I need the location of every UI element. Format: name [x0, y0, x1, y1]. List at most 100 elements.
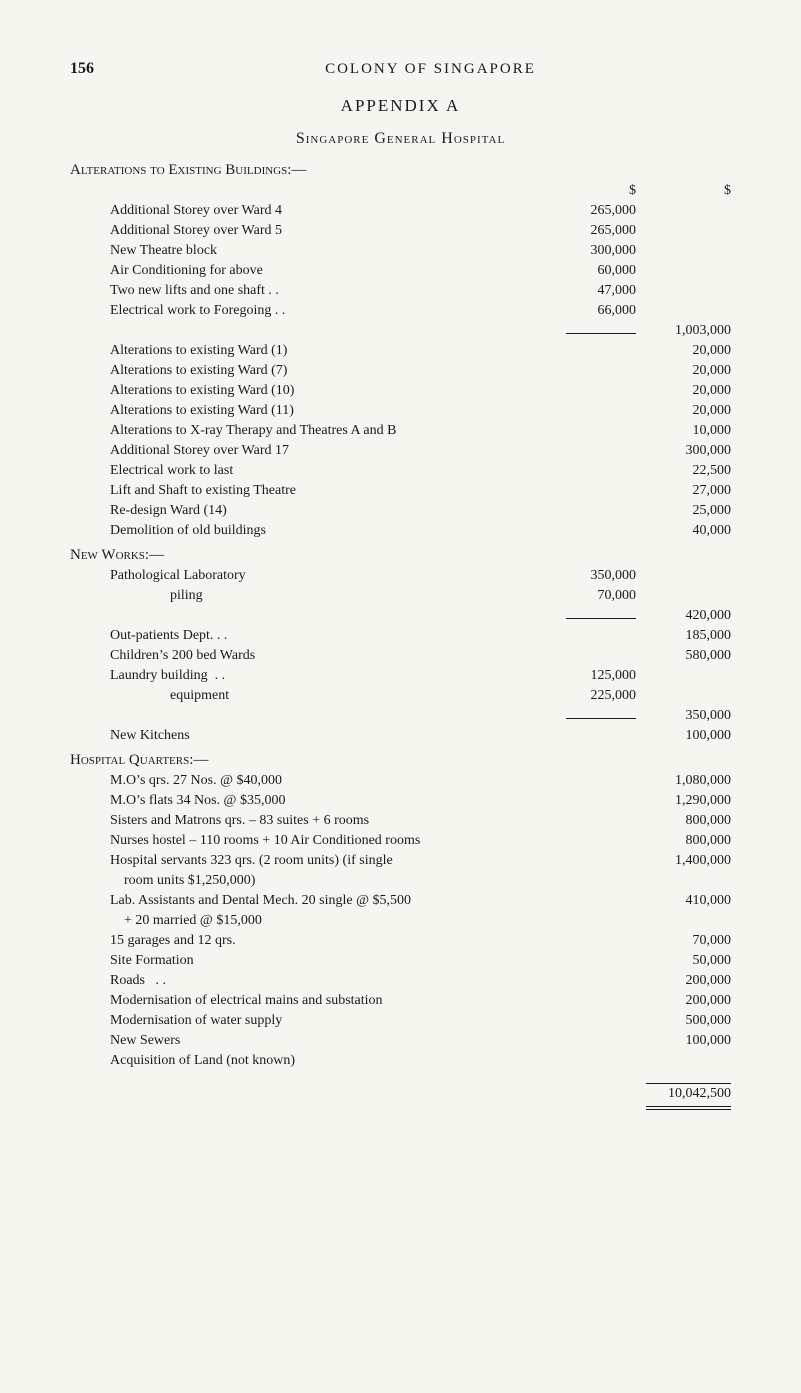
row-label: Additional Storey over Ward 5 — [70, 221, 541, 241]
page-number: 156 — [70, 60, 130, 78]
row-label: Modernisation of electrical mains and su… — [70, 991, 541, 1011]
table-row: New Sewers100,000 — [70, 1031, 731, 1051]
table-row: Additional Storey over Ward 17 300,000 — [70, 441, 731, 461]
row-label: Demolition of old buildings — [70, 521, 541, 541]
row-label: Hospital servants 323 qrs. (2 room units… — [70, 851, 541, 891]
row-label: Electrical work to last — [70, 461, 541, 481]
row-label: Alterations to existing Ward (11) — [70, 401, 541, 421]
alterations-group2: Alterations to existing Ward (1)20,000Al… — [70, 341, 731, 541]
row-label: Children’s 200 bed Wards — [70, 646, 541, 666]
section-head-hq: Hospital Quarters:— — [70, 752, 731, 769]
row-label: Electrical work to Foregoing . . — [70, 301, 541, 321]
row-col1: 47,000 — [541, 281, 636, 301]
row-label: New Theatre block — [70, 241, 541, 261]
new-works-rows2: Out-patients Dept. . .185,000Children’s … — [70, 626, 731, 706]
row-label: Site Formation — [70, 951, 541, 971]
row-label: Additional Storey over Ward 17 — [70, 441, 541, 461]
table-row: Acquisition of Land (not known) — [70, 1051, 731, 1071]
table-row: Alterations to existing Ward (11) 20,000 — [70, 401, 731, 421]
table-row: Alterations to existing Ward (1) 20,000 — [70, 341, 731, 361]
table-row: Additional Storey over Ward 4265,000 — [70, 201, 731, 221]
table-row: Site Formation 50,000 — [70, 951, 731, 971]
row-col1: 60,000 — [541, 261, 636, 281]
table-row: New Kitchens 100,000 — [70, 726, 731, 746]
row-label: New Kitchens — [70, 726, 541, 746]
new-works-subtotal1: 420,000 — [636, 606, 731, 626]
table-row: Nurses hostel – 110 rooms + 10 Air Condi… — [70, 831, 731, 851]
row-col1: 265,000 — [541, 201, 636, 221]
table-row: Lift and Shaft to existing Theatre27,000 — [70, 481, 731, 501]
row-col2: 25,000 — [636, 501, 731, 521]
table-row: Roads . .200,000 — [70, 971, 731, 991]
row-label: Laundry building . . — [70, 666, 541, 686]
new-works-rows1: Pathological Laboratory350,000piling70,0… — [70, 566, 731, 606]
row-label: Alterations to existing Ward (7) — [70, 361, 541, 381]
grand-total-row: 10,042,500 — [70, 1084, 731, 1104]
table-row: Out-patients Dept. . .185,000 — [70, 626, 731, 646]
hospital-title: Singapore General Hospital — [70, 130, 731, 148]
table-row: Additional Storey over Ward 5265,000 — [70, 221, 731, 241]
row-col2: 185,000 — [636, 626, 731, 646]
row-label: piling — [70, 586, 541, 606]
rule-and-total-nw1: 420,000 — [70, 606, 731, 626]
table-row: Laundry building . .125,000 — [70, 666, 731, 686]
row-col2: 20,000 — [636, 401, 731, 421]
row-col1: 70,000 — [541, 586, 636, 606]
row-label: Nurses hostel – 110 rooms + 10 Air Condi… — [70, 831, 541, 851]
row-col1: 300,000 — [541, 241, 636, 261]
row-label: Alterations to existing Ward (10) — [70, 381, 541, 401]
row-col1: 225,000 — [541, 686, 636, 706]
section-head-alterations: Alterations to Existing Buildings:— — [70, 162, 731, 179]
grand-total: 10,042,500 — [636, 1084, 731, 1104]
table-row: Pathological Laboratory350,000 — [70, 566, 731, 586]
row-col2: 580,000 — [636, 646, 731, 666]
row-label: Acquisition of Land (not known) — [70, 1051, 541, 1071]
currency-header: x $ $ — [70, 181, 731, 201]
row-col2: 100,000 — [636, 726, 731, 746]
table-row: New Theatre block300,000 — [70, 241, 731, 261]
row-label: Sisters and Matrons qrs. – 83 suites + 6… — [70, 811, 541, 831]
row-col1: 125,000 — [541, 666, 636, 686]
appendix-title: APPENDIX A — [70, 96, 731, 116]
row-label: Alterations to X-ray Therapy and Theatre… — [70, 421, 541, 441]
row-label: M.O’s qrs. 27 Nos. @ $40,000 — [70, 771, 541, 791]
row-label: Re-design Ward (14) — [70, 501, 541, 521]
row-col2: 70,000 — [636, 931, 731, 951]
row-label: M.O’s flats 34 Nos. @ $35,000 — [70, 791, 541, 811]
hospital-quarters-rows: M.O’s qrs. 27 Nos. @ $40,0001,080,000M.O… — [70, 771, 731, 1071]
row-label: Additional Storey over Ward 4 — [70, 201, 541, 221]
row-col2: 20,000 — [636, 341, 731, 361]
row-col2: 50,000 — [636, 951, 731, 971]
table-row: piling70,000 — [70, 586, 731, 606]
table-row: Re-design Ward (14) 25,000 — [70, 501, 731, 521]
row-col2: 40,000 — [636, 521, 731, 541]
section-head-new-works: New Works:— — [70, 547, 731, 564]
table-row: Modernisation of water supply500,000 — [70, 1011, 731, 1031]
currency-col2: $ — [636, 181, 731, 201]
table-row: Alterations to existing Ward (10)20,000 — [70, 381, 731, 401]
table-row: Alterations to existing Ward (7)20,000 — [70, 361, 731, 381]
table-row: Modernisation of electrical mains and su… — [70, 991, 731, 1011]
page: 156 COLONY OF SINGAPORE APPENDIX A Singa… — [0, 0, 801, 1393]
grand-total-rule-bottom — [70, 1104, 731, 1110]
row-col1: 350,000 — [541, 566, 636, 586]
row-label: Lift and Shaft to existing Theatre — [70, 481, 541, 501]
table-row: Lab. Assistants and Dental Mech. 20 sing… — [70, 891, 731, 931]
row-col2: 800,000 — [636, 831, 731, 851]
row-label: Air Conditioning for above — [70, 261, 541, 281]
rule-and-total: 1,003,000 — [70, 321, 731, 341]
rule-icon — [566, 618, 636, 619]
table-row: M.O’s qrs. 27 Nos. @ $40,0001,080,000 — [70, 771, 731, 791]
row-col2: 300,000 — [636, 441, 731, 461]
table-row: Air Conditioning for above60,000 — [70, 261, 731, 281]
table-row: equipment225,000 — [70, 686, 731, 706]
alterations-group1-total: 1,003,000 — [636, 321, 731, 341]
table-row: Demolition of old buildings 40,000 — [70, 521, 731, 541]
row-label: Pathological Laboratory — [70, 566, 541, 586]
row-col2: 500,000 — [636, 1011, 731, 1031]
double-rule-icon — [646, 1106, 731, 1110]
row-label: Two new lifts and one shaft . . — [70, 281, 541, 301]
rule-and-total-nw2: 350,000 — [70, 706, 731, 726]
row-label: Alterations to existing Ward (1) — [70, 341, 541, 361]
rule-icon — [566, 718, 636, 719]
